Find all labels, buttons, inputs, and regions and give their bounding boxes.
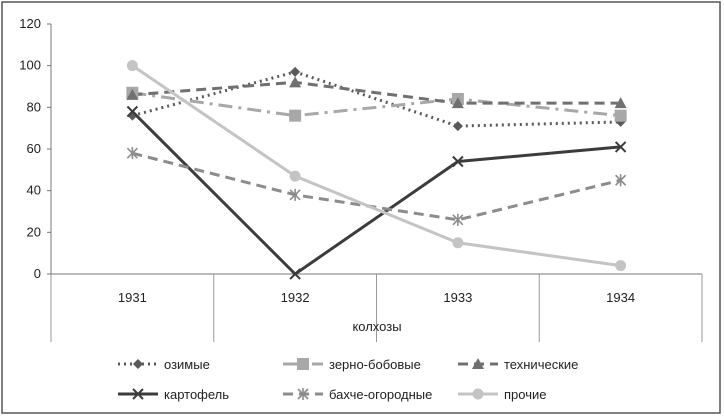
data-point-s4-4 (614, 141, 627, 153)
data-point-s4-3 (452, 155, 464, 168)
data-point-s3-1 (126, 88, 139, 100)
legend-label: зерно-бобовые (329, 357, 421, 372)
legend-swatch-marker (132, 388, 144, 400)
series-line-3 (132, 80, 621, 105)
legend-label: технические (504, 357, 578, 372)
data-point-s6-2 (289, 170, 301, 182)
legend-label: озимые (164, 357, 210, 372)
data-point-s1-3 (452, 121, 463, 132)
series-line-6 (131, 64, 621, 268)
data-point-s4-2 (289, 268, 301, 280)
data-point-s5-1 (126, 147, 138, 160)
series-lines (131, 64, 621, 276)
series-line-5 (132, 151, 621, 222)
data-point-s5-4 (615, 174, 627, 187)
series-line-2 (132, 91, 621, 118)
x-tick-label: 1932 (281, 290, 310, 305)
y-tick-label: 60 (27, 141, 41, 156)
x-tick-label: 1934 (606, 290, 635, 305)
series-line-4 (131, 110, 621, 276)
legend-swatch-marker (133, 359, 143, 369)
y-tick-label: 0 (34, 266, 41, 281)
data-point-s2-4 (614, 109, 627, 122)
series-markers (126, 60, 627, 280)
legend-swatch-marker (472, 358, 484, 369)
x-tick-label: 1931 (118, 290, 147, 305)
data-point-s2-2 (289, 109, 302, 122)
data-point-s4-1 (126, 105, 139, 118)
y-tick-label: 40 (27, 183, 41, 198)
legend-label: бахче-огородные (329, 387, 432, 402)
data-point-s3-2 (289, 76, 302, 88)
axes: 0 20 40 60 80 100 120 1931 1932 1933 1934 (19, 16, 703, 342)
legend-swatch-marker (297, 388, 309, 400)
legend-label: картофель (164, 387, 229, 402)
legend-label: прочие (504, 387, 546, 402)
legend-swatch-marker (297, 358, 309, 370)
data-point-s5-3 (452, 213, 464, 226)
data-point-s5-2 (289, 188, 301, 201)
data-point-s1-2 (290, 66, 301, 77)
data-point-s6-1 (126, 60, 138, 72)
legend: озимые зерно-бобовые технические картофель б… (118, 357, 578, 402)
legend-swatch-marker (472, 388, 484, 400)
data-point-s3-4 (614, 97, 627, 109)
series-line-1 (131, 70, 621, 128)
y-tick-label: 100 (19, 58, 41, 73)
data-point-s6-3 (452, 237, 464, 249)
x-axis-label: колхозы (352, 319, 401, 334)
y-tick-label: 120 (19, 16, 41, 31)
y-tick-label: 20 (27, 224, 41, 239)
data-point-s6-4 (615, 260, 627, 272)
x-tick-label: 1933 (443, 290, 472, 305)
y-tick-label: 80 (27, 99, 41, 114)
data-point-s3-3 (451, 97, 464, 109)
